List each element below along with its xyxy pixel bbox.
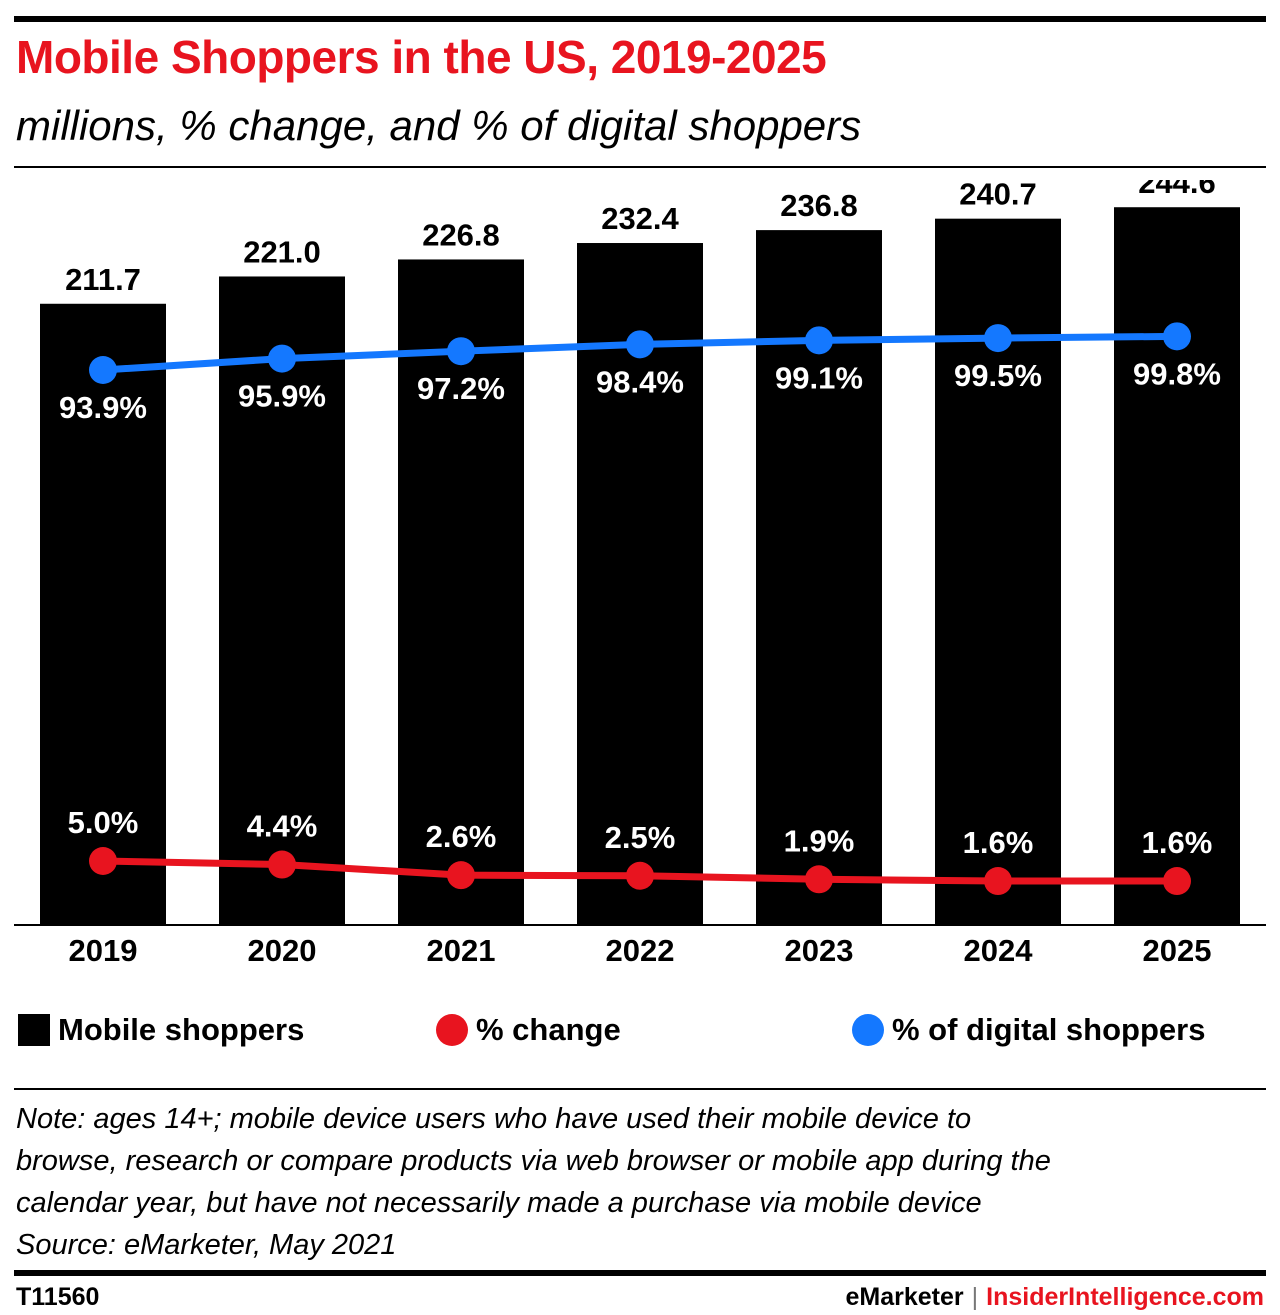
x-tick-label: 2023: [785, 933, 854, 968]
legend-item-mobile-shoppers: Mobile shoppers: [18, 1008, 304, 1052]
bar-value-label: 240.7: [959, 180, 1037, 212]
pct-digital-label: 99.5%: [954, 358, 1042, 393]
legend-item-pct-change: % change: [436, 1008, 621, 1052]
bar-2025: [1114, 207, 1240, 925]
pct-digital-label: 93.9%: [59, 390, 147, 425]
pct-digital-label: 99.1%: [775, 360, 863, 395]
bar-line-chart: 211.7 2019 221.0 2020 226.8 2021 232.4 2022 236.…: [14, 180, 1266, 968]
pct-change-point: [268, 850, 296, 879]
legend-label: % of digital shoppers: [892, 1012, 1206, 1047]
footer-brand: eMarketer | InsiderIntelligence.com: [846, 1283, 1265, 1312]
pct-change-label: 2.5%: [605, 820, 676, 855]
labels-layer: 211.7 2019 221.0 2020 226.8 2021 232.4 2022 236.…: [59, 180, 1221, 968]
legend-swatch-dot: [852, 1014, 884, 1046]
legend-item-pct-digital: % of digital shoppers: [852, 1008, 1205, 1052]
x-tick-label: 2024: [964, 933, 1034, 968]
x-tick-label: 2020: [248, 933, 317, 968]
pct-digital-label: 97.2%: [417, 371, 505, 406]
legend-swatch-dot: [436, 1014, 468, 1046]
note-line: Note: ages 14+; mobile device users who …: [16, 1103, 972, 1135]
chart-id: T11560: [16, 1283, 100, 1311]
top-rule: [14, 16, 1266, 22]
footer-rule: [14, 1270, 1266, 1276]
pct-change-label: 1.9%: [784, 823, 855, 858]
pct-digital-label: 99.8%: [1133, 356, 1221, 391]
pct-digital-point: [626, 330, 654, 359]
bars-layer: [14, 207, 1266, 926]
pct-change-point: [805, 865, 833, 894]
note-divider: [14, 1088, 1266, 1090]
legend-label: Mobile shoppers: [58, 1012, 305, 1047]
bar-value-label: 244.6: [1138, 180, 1216, 200]
pct-digital-label: 98.4%: [596, 364, 684, 399]
chart-title: Mobile Shoppers in the US, 2019-2025: [16, 31, 827, 83]
bar-value-label: 226.8: [422, 217, 500, 252]
bar-value-label: 211.7: [65, 262, 141, 297]
lines-layer: [89, 322, 1191, 896]
pct-change-label: 1.6%: [1142, 825, 1213, 860]
pct-digital-point: [1163, 322, 1191, 351]
pct-change-point: [89, 847, 117, 875]
brand-name: eMarketer: [845, 1283, 964, 1311]
pct-change-label: 5.0%: [68, 805, 139, 840]
pct-change-point: [984, 867, 1012, 896]
bar-2020: [219, 276, 345, 926]
pct-digital-label: 95.9%: [238, 379, 326, 414]
note-line: calendar year, but have not necessarily …: [16, 1187, 982, 1219]
legend-swatch-square: [18, 1014, 50, 1046]
pct-change-point: [447, 861, 475, 890]
chart-note: Note: ages 14+; mobile device users who …: [16, 1098, 1266, 1266]
bar-value-label: 232.4: [601, 201, 679, 236]
x-tick-label: 2025: [1143, 933, 1212, 968]
x-tick-label: 2022: [606, 933, 675, 968]
source-line: Source: eMarketer, May 2021: [16, 1229, 397, 1261]
pct-change-label: 4.4%: [247, 809, 318, 844]
pct-change-label: 1.6%: [963, 825, 1034, 860]
bar-value-label: 236.8: [780, 188, 858, 223]
pct-digital-point: [447, 337, 475, 366]
pct-digital-point: [805, 326, 833, 355]
brand-separator: |: [971, 1283, 979, 1311]
pct-digital-point: [89, 356, 117, 384]
pct-change-label: 2.6%: [426, 819, 497, 854]
pct-change-point: [1163, 867, 1191, 896]
pct-change-point: [626, 861, 654, 890]
bar-2019: [40, 303, 166, 925]
pct-digital-point: [268, 344, 296, 373]
bar-value-label: 221.0: [243, 234, 321, 269]
pct-digital-point: [984, 324, 1012, 353]
bar-2021: [398, 259, 524, 925]
brand-site: InsiderIntelligence.com: [986, 1283, 1264, 1311]
legend-label: % change: [476, 1012, 621, 1047]
x-tick-label: 2019: [69, 933, 138, 968]
chart-subtitle: millions, % change, and % of digital sho…: [16, 102, 862, 149]
title-divider: [14, 166, 1266, 168]
chart-legend: Mobile shoppers % change % of digital sh…: [0, 1008, 1280, 1052]
x-tick-label: 2021: [427, 933, 496, 968]
note-line: browse, research or compare products via…: [16, 1145, 1051, 1177]
